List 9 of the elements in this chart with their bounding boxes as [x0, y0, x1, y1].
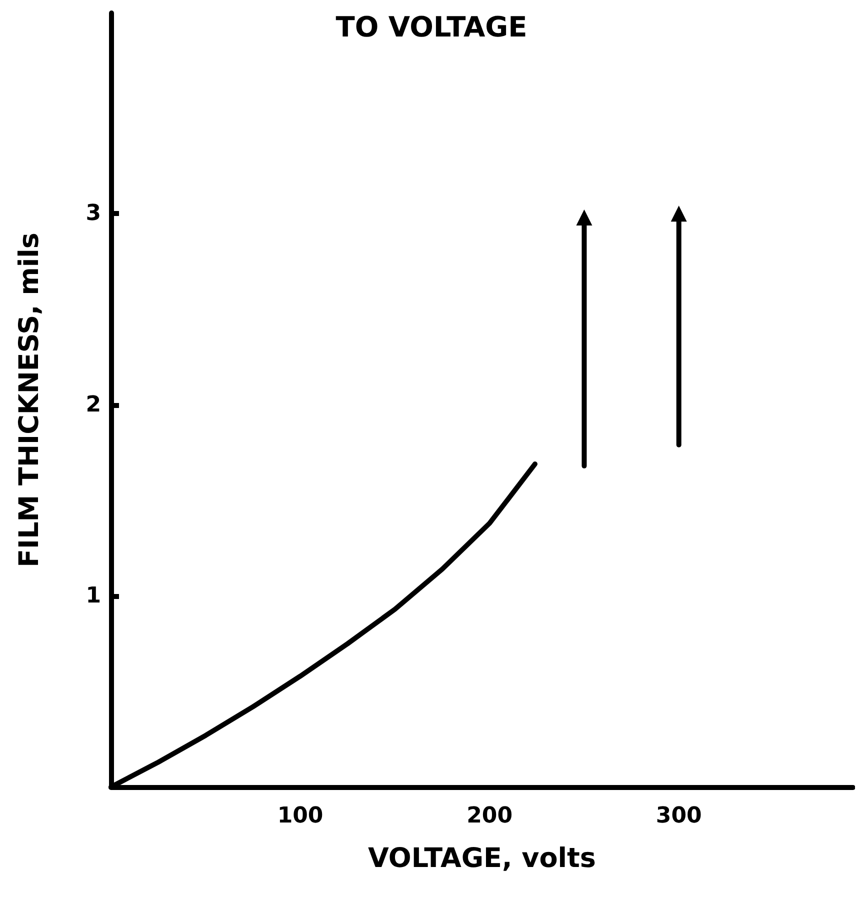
- x-tick-label: 100: [277, 804, 324, 828]
- y-tick-label: 1: [86, 583, 101, 608]
- x-tick-label: 300: [656, 804, 702, 828]
- y-tick-label: 3: [86, 201, 101, 226]
- y-axis-title: FILM THICKNESS, mils: [14, 232, 45, 568]
- x-axis-title: VOLTAGE, volts: [368, 843, 596, 874]
- chart-title: TO VOLTAGE: [336, 10, 528, 44]
- y-tick-label: 2: [86, 392, 101, 418]
- x-tick-label: 200: [466, 804, 513, 828]
